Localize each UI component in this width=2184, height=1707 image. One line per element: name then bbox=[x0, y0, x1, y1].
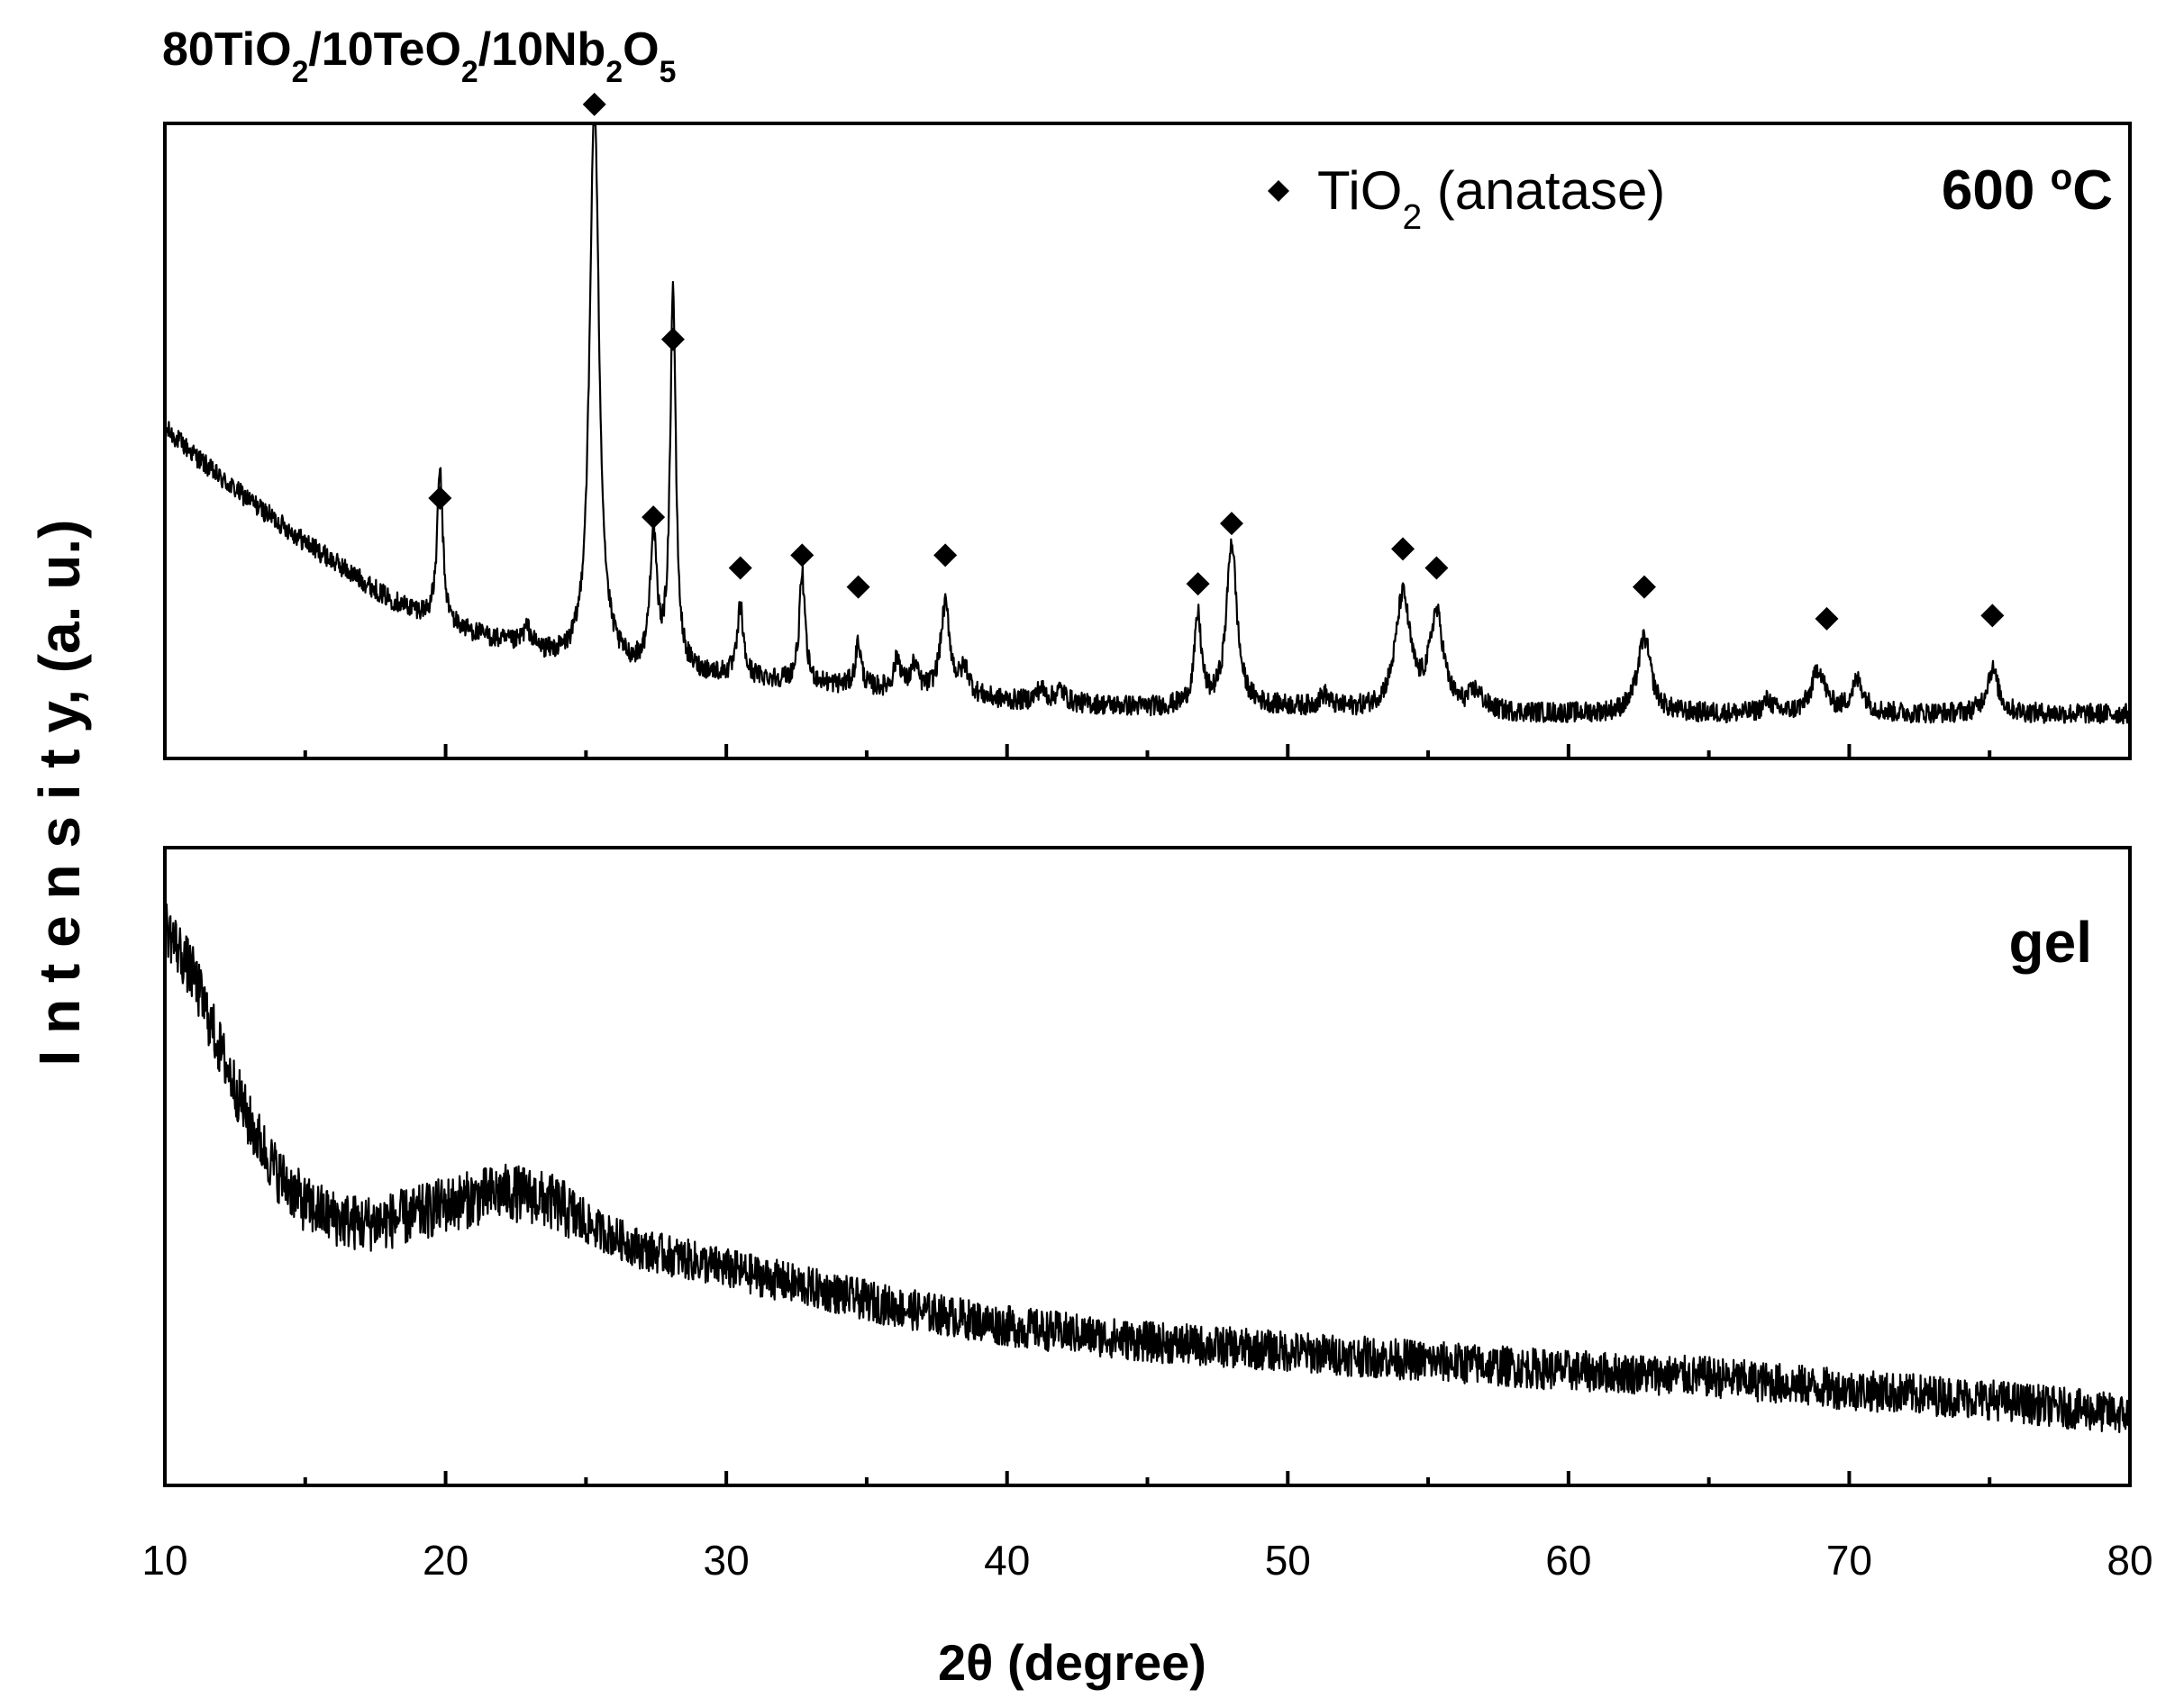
anatase-diamond-marker bbox=[846, 575, 870, 599]
anatase-diamond-marker bbox=[660, 327, 685, 351]
x-tick-label: 40 bbox=[984, 1537, 1030, 1584]
anatase-diamond-marker bbox=[1391, 537, 1415, 561]
x-tick-label: 30 bbox=[704, 1537, 750, 1584]
anatase-diamond-marker bbox=[1815, 606, 1839, 631]
anatase-diamond-marker bbox=[1632, 575, 1656, 599]
anatase-diamond-marker bbox=[790, 543, 814, 567]
panel-label-600c: 600 oC bbox=[1942, 157, 2113, 222]
x-ticks-top-panel bbox=[163, 744, 2132, 758]
anatase-diamond-marker bbox=[728, 556, 752, 580]
anatase-diamond-marker bbox=[428, 486, 452, 510]
x-tick-labels: 10 20 30 40 50 60 70 80 bbox=[141, 1537, 2152, 1584]
anatase-marker-group bbox=[428, 92, 2005, 631]
legend-diamond-marker bbox=[1268, 180, 1289, 202]
anatase-diamond-marker bbox=[1424, 556, 1449, 580]
chart-title: 80TiO2/10TeO2/10Nb2O5 bbox=[162, 23, 676, 89]
x-axis-label: 2θ (degree) bbox=[938, 1634, 1206, 1691]
panel-gel: gel bbox=[163, 846, 2132, 1487]
x-tick-label: 10 bbox=[141, 1537, 187, 1584]
anatase-diamond-marker bbox=[642, 505, 666, 530]
anatase-diamond-marker bbox=[1219, 512, 1243, 536]
anatase-diamond-marker bbox=[1186, 572, 1210, 596]
legend: TiO2 (anatase) bbox=[1268, 160, 1665, 237]
panel-600c-frame bbox=[163, 122, 2132, 760]
x-ticks-bottom-panel bbox=[163, 1471, 2132, 1485]
x-tick-label: 50 bbox=[1265, 1537, 1311, 1584]
x-tick-label: 80 bbox=[2107, 1537, 2152, 1584]
xrd-trace-gel bbox=[163, 903, 2132, 1434]
panel-label-gel: gel bbox=[2009, 910, 2092, 975]
xrd-trace-600c bbox=[163, 123, 2132, 725]
x-tick-label: 20 bbox=[423, 1537, 469, 1584]
panel-600c: TiO2 (anatase) 600 oC bbox=[163, 92, 2132, 760]
x-tick-label: 60 bbox=[1545, 1537, 1591, 1584]
legend-label: TiO2 (anatase) bbox=[1317, 160, 1665, 237]
anatase-diamond-marker bbox=[933, 543, 958, 567]
anatase-diamond-marker bbox=[582, 92, 606, 116]
x-tick-label: 70 bbox=[1826, 1537, 1872, 1584]
y-axis-label: I n t e n s i t y, (a. u.) bbox=[27, 520, 92, 1067]
anatase-diamond-marker bbox=[1980, 604, 2005, 628]
